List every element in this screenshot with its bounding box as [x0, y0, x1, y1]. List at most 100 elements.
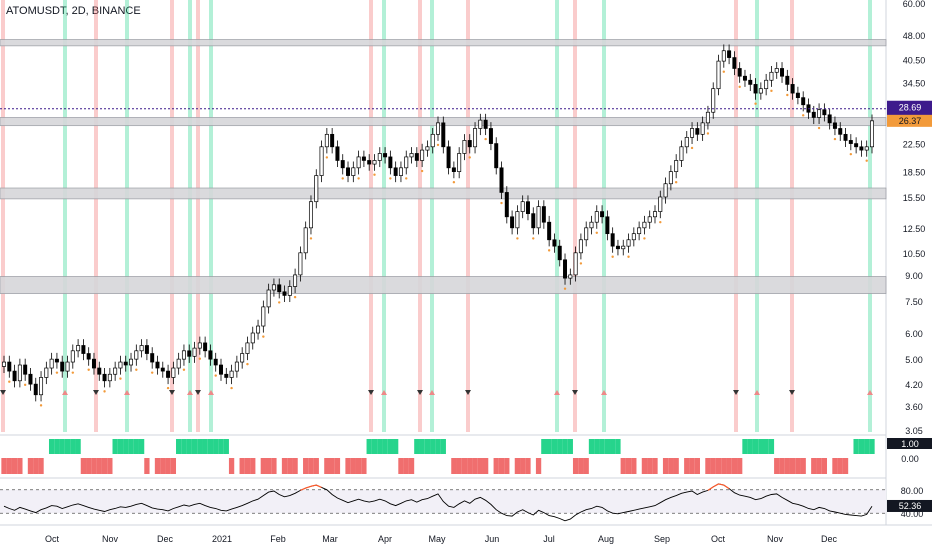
- candle-body: [859, 146, 864, 151]
- candle-body: [118, 361, 123, 369]
- indicator-bar-down: [493, 458, 499, 474]
- candle-body: [780, 68, 785, 77]
- candle-body: [451, 167, 456, 172]
- indicator-bar-down: [265, 458, 272, 474]
- candle-body: [510, 216, 515, 229]
- candle-marker: [262, 335, 265, 338]
- candle-marker: [627, 255, 630, 258]
- candle-body: [224, 373, 229, 378]
- price-tick-label: 34.50: [903, 78, 926, 88]
- indicator-bar-down: [774, 458, 780, 474]
- candle-body: [748, 79, 753, 85]
- candle-marker: [309, 237, 313, 240]
- candle-body: [732, 57, 737, 69]
- indicator-bar-down: [165, 458, 171, 474]
- indicator-bar-up: [393, 439, 399, 454]
- indicator-bar-up: [419, 439, 425, 454]
- time-tick-label: Nov: [767, 534, 784, 544]
- support-resistance-zone: [0, 187, 887, 200]
- candle-body: [647, 216, 652, 223]
- indicator-bar-down: [525, 458, 531, 474]
- candle-marker: [23, 383, 27, 387]
- sell-signal-band: [196, 0, 200, 432]
- candle-marker: [246, 362, 249, 366]
- candle-marker: [198, 357, 202, 360]
- candle-body: [716, 60, 721, 90]
- sell-arrow: [733, 390, 739, 395]
- candle-body: [578, 239, 583, 254]
- rsi-overbought-segment: [310, 484, 317, 487]
- indicator-bar-down: [329, 458, 335, 474]
- indicator-bar-down: [260, 458, 266, 474]
- indicator-bar-up: [615, 439, 621, 454]
- candle-body: [478, 119, 483, 129]
- candle-body: [250, 332, 255, 344]
- rsi-overbought-segment: [300, 487, 306, 491]
- indicator-bar-up: [440, 439, 446, 454]
- candle-body: [817, 109, 822, 118]
- candle-body: [319, 146, 324, 176]
- candle-body: [626, 239, 631, 247]
- sell-signal-band: [369, 0, 373, 432]
- candle-marker: [389, 177, 392, 180]
- candle-body: [832, 122, 837, 129]
- candle-body: [822, 109, 827, 116]
- indicator-bar-down: [726, 458, 732, 474]
- indicator-bar-down: [694, 458, 700, 474]
- indicator-bar-up: [377, 439, 383, 454]
- buy-arrow: [62, 390, 68, 395]
- indicator-bar-up: [869, 439, 875, 454]
- indicator-bar-up: [366, 439, 372, 454]
- candle-marker: [659, 220, 662, 224]
- time-tick-label: Dec: [821, 534, 838, 544]
- candle-body: [91, 358, 96, 369]
- candle-marker: [468, 156, 471, 159]
- indicator-bar-up: [123, 439, 129, 454]
- candle-body: [764, 79, 769, 90]
- candle-body: [615, 245, 620, 250]
- buy-signal-band: [382, 0, 386, 432]
- candle-body: [197, 342, 202, 349]
- rsi-overbought-segment: [305, 485, 312, 489]
- indicator-bar-down: [408, 458, 415, 474]
- indicator-bar-down: [91, 458, 97, 474]
- indicator-bar-down: [652, 458, 658, 474]
- candle-body: [60, 361, 65, 372]
- indicator-bar-down: [1, 458, 7, 474]
- candle-body: [473, 128, 478, 148]
- candle-body: [277, 284, 282, 293]
- candle-marker: [230, 386, 233, 390]
- candle-body: [335, 146, 340, 161]
- sell-arrow: [0, 390, 6, 395]
- candle-body: [155, 361, 160, 369]
- indicator-bar-up: [117, 439, 124, 454]
- support-resistance-zone: [0, 276, 887, 294]
- price-tick-label: 9.00: [905, 271, 923, 281]
- sell-signal-band: [466, 0, 470, 432]
- candle-marker: [532, 237, 535, 240]
- sell-arrow: [417, 390, 423, 395]
- indicator-bar-down: [350, 458, 356, 474]
- indicator-top-box: [887, 438, 932, 449]
- indicator-bar-down: [154, 458, 161, 474]
- indicator-bar-up: [382, 439, 388, 454]
- candle-body: [70, 350, 75, 363]
- candle-marker: [754, 102, 757, 105]
- indicator-bar-up: [768, 439, 775, 454]
- indicator-bar-down: [107, 458, 113, 474]
- candle-body: [499, 167, 504, 193]
- candle-marker: [484, 137, 487, 141]
- candle-body: [848, 140, 853, 144]
- time-tick-label: Dec: [157, 534, 174, 544]
- indicator-bar-down: [244, 458, 251, 474]
- indicator-bar-up: [48, 439, 55, 454]
- candle-marker: [833, 137, 837, 141]
- candle-body: [12, 370, 17, 382]
- indicator-bar-down: [572, 458, 579, 474]
- candle-body: [377, 153, 382, 161]
- buy-arrow: [554, 390, 560, 395]
- candle-marker: [516, 237, 519, 240]
- indicator-bar-down: [86, 458, 92, 474]
- candle-body: [393, 167, 398, 176]
